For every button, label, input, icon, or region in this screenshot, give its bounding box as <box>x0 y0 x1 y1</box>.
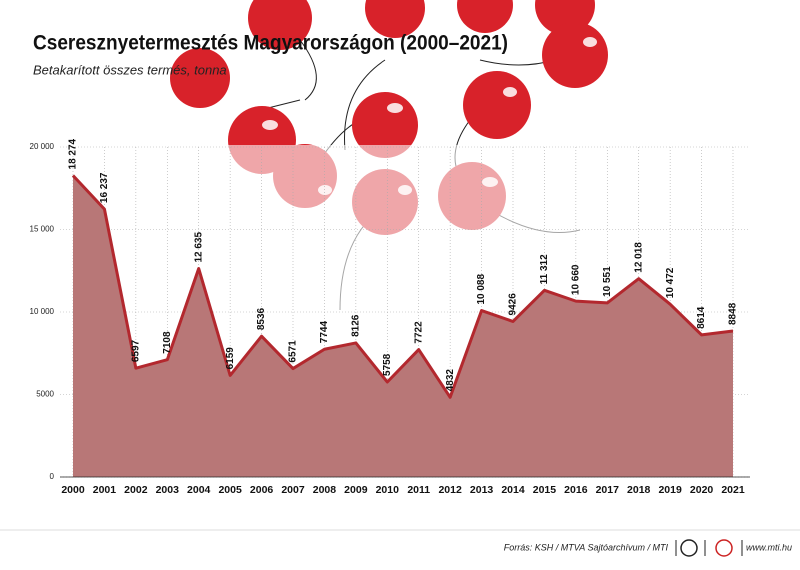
x-tick-label: 2001 <box>93 484 117 496</box>
value-label: 12 635 <box>193 231 204 262</box>
x-tick-label: 2006 <box>250 484 274 496</box>
x-tick-label: 2009 <box>344 484 368 496</box>
value-label: 7744 <box>319 321 330 344</box>
x-tick-label: 2017 <box>596 484 620 496</box>
x-tick-label: 2018 <box>627 484 651 496</box>
logo <box>715 539 733 557</box>
highlight <box>503 87 517 97</box>
x-tick-label: 2008 <box>313 484 337 496</box>
value-label: 6159 <box>225 347 236 370</box>
value-label: 10 088 <box>476 274 487 305</box>
highlight <box>387 103 403 113</box>
value-label: 7722 <box>413 321 424 344</box>
x-tick-label: 2003 <box>156 484 180 496</box>
value-label: 5758 <box>382 353 393 376</box>
value-label: 6597 <box>130 339 141 362</box>
value-label: 6571 <box>288 340 299 363</box>
x-tick-label: 2019 <box>658 484 682 496</box>
x-tick-label: 2014 <box>501 484 525 496</box>
y-tick-label: 15 000 <box>30 225 55 234</box>
value-label: 8536 <box>256 307 267 330</box>
x-tick-label: 2013 <box>470 484 494 496</box>
value-label: 10 660 <box>570 264 581 295</box>
chart-subtitle: Betakarított összes termés, tonna <box>33 62 227 77</box>
y-tick-label: 5000 <box>36 390 54 399</box>
y-tick-label: 0 <box>50 472 55 481</box>
website: www.mti.hu <box>746 542 792 552</box>
y-tick-label: 20 000 <box>30 142 55 151</box>
value-label: 10 551 <box>602 266 613 297</box>
chart-title: Cseresznyetermesztés Magyarországon (200… <box>33 32 508 55</box>
highlight <box>583 37 597 47</box>
value-label: 12 018 <box>633 242 644 273</box>
cherry <box>170 48 230 108</box>
value-label: 11 312 <box>539 254 550 284</box>
x-tick-label: 2020 <box>690 484 714 496</box>
x-tick-label: 2002 <box>124 484 148 496</box>
x-tick-label: 2015 <box>533 484 557 496</box>
value-label: 10 472 <box>665 267 676 298</box>
logo <box>680 539 698 557</box>
x-tick-label: 2000 <box>61 484 85 496</box>
cherry <box>542 22 608 88</box>
value-label: 8614 <box>696 306 707 329</box>
cherry <box>463 71 531 139</box>
plot-area: 0 5000 10 000 15 000 20 000 2000 2001 2002 2003 2… <box>30 138 750 496</box>
area <box>73 175 733 477</box>
cherry <box>365 0 425 38</box>
cherry <box>248 0 312 50</box>
value-label: 16 237 <box>99 172 110 203</box>
value-label: 8126 <box>350 314 361 337</box>
x-tick-label: 2010 <box>376 484 400 496</box>
stem <box>299 39 317 101</box>
x-tick-label: 2012 <box>438 484 462 496</box>
y-tick-label: 10 000 <box>30 307 55 316</box>
x-tick-label: 2007 <box>281 484 305 496</box>
stem <box>344 59 386 151</box>
value-label: 7108 <box>162 331 173 354</box>
x-tick-label: 2005 <box>218 484 242 496</box>
x-tick-label: 2011 <box>407 484 430 496</box>
value-label: 18 274 <box>68 138 79 169</box>
source: Forrás: KSH / MTVA Sajtóarchívum / MTI <box>504 542 669 552</box>
line <box>71 174 734 399</box>
x-tick-label: 2021 <box>721 484 745 496</box>
highlight <box>262 120 278 130</box>
value-label: 9426 <box>508 293 519 316</box>
value-label: 8848 <box>728 302 739 325</box>
value-label: 4832 <box>445 369 456 392</box>
x-tick-label: 2016 <box>564 484 588 496</box>
cherry <box>457 0 513 33</box>
x-tick-label: 2004 <box>187 484 211 496</box>
